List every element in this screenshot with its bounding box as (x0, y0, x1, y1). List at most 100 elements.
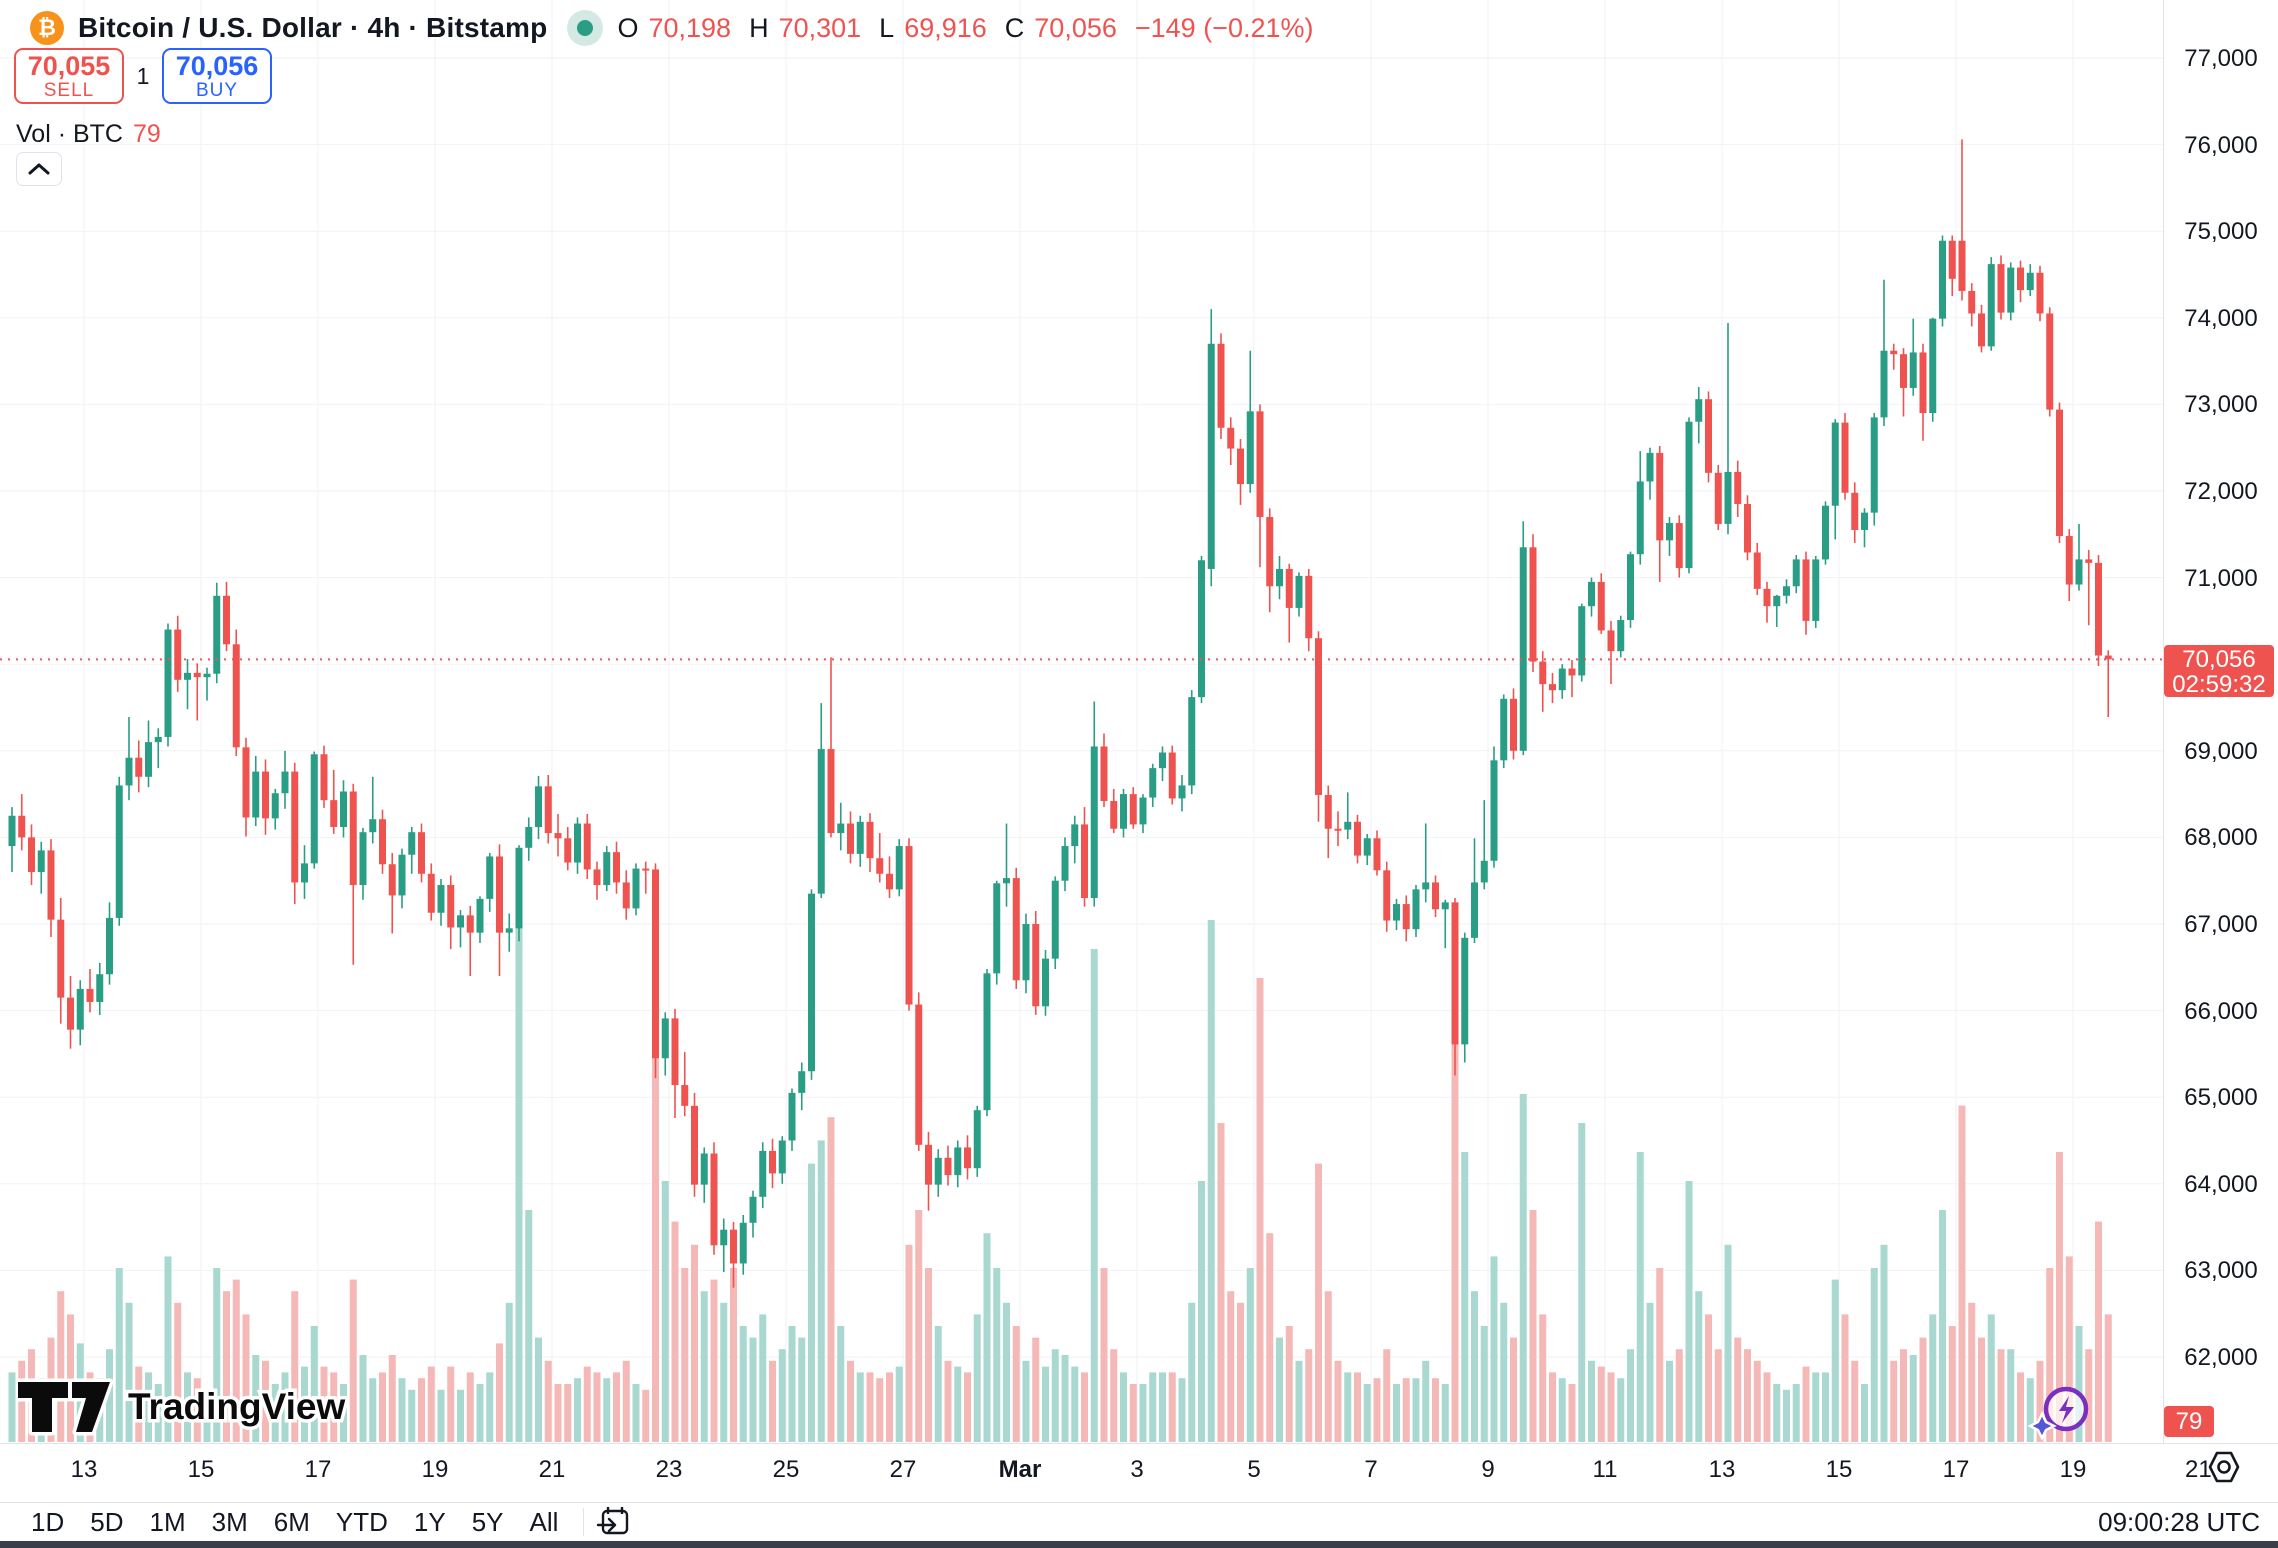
volume-bar (408, 1389, 416, 1442)
volume-bar (1188, 1302, 1196, 1442)
candle-body (817, 749, 825, 894)
candle-body (954, 1147, 962, 1176)
price-axis-label: 72,000 (2184, 478, 2258, 505)
volume-bar (457, 1389, 464, 1442)
candle-body (837, 823, 845, 834)
candle-body (145, 742, 152, 777)
range-button-all[interactable]: All (529, 1506, 559, 1537)
toolbar-divider (583, 1508, 585, 1536)
utc-clock[interactable]: 09:00:28 UTC (2098, 1506, 2260, 1537)
price-axis-label: 67,000 (2184, 911, 2258, 938)
candle-body (1812, 559, 1820, 621)
volume-bar (184, 1372, 191, 1442)
range-button-6m[interactable]: 6M (273, 1506, 310, 1537)
volume-bar (1831, 1279, 1839, 1442)
candle-body (1266, 516, 1274, 587)
volume-bar (1539, 1314, 1547, 1442)
candle-body (847, 823, 854, 854)
volume-bar (544, 1360, 552, 1442)
volume-study-row[interactable]: Vol · BTC 79 (16, 120, 161, 149)
volume-bar (505, 1302, 513, 1442)
candle-body (408, 832, 416, 855)
volume-bar (1246, 1268, 1254, 1442)
candle-body (1285, 568, 1293, 608)
price-axis-label: 75,000 (2184, 218, 2258, 246)
volume-bar (525, 1210, 533, 1442)
volume-bar (1071, 1366, 1079, 1442)
volume-bar (271, 1384, 279, 1442)
candle-body (788, 1092, 796, 1141)
candle-body (1149, 768, 1157, 798)
symbol-title[interactable]: Bitcoin / U.S. Dollar · 4h · Bitstamp (78, 12, 548, 43)
candle-body (1549, 684, 1556, 691)
volume-bar (1529, 1210, 1537, 1442)
candle-body (359, 832, 367, 886)
candle-body (603, 852, 611, 886)
volume-bar (1090, 949, 1098, 1442)
price-axis-label: 77,000 (2184, 45, 2258, 72)
volume-bar (1958, 1105, 1966, 1442)
market-status-icon[interactable] (567, 10, 604, 46)
candle-body (759, 1150, 767, 1197)
sell-button[interactable]: 70,055 SELL (14, 48, 124, 104)
boost-button[interactable] (2027, 1384, 2092, 1447)
range-button-3m[interactable]: 3M (211, 1506, 248, 1537)
candle-body (749, 1196, 757, 1223)
volume-bar (535, 1337, 542, 1442)
collapse-panel-button[interactable] (16, 152, 62, 186)
buy-button[interactable]: 70,056 BUY (162, 48, 272, 104)
volume-bar (1822, 1372, 1829, 1442)
volume-bar (1042, 1366, 1049, 1442)
candle-body (1636, 481, 1644, 555)
candle-body (1480, 860, 1488, 883)
range-button-1y[interactable]: 1Y (413, 1506, 446, 1537)
time-axis-label: 21 (2185, 1456, 2211, 1483)
range-button-5d[interactable]: 5D (90, 1506, 124, 1537)
volume-bar (1295, 1360, 1303, 1442)
candle-body (1695, 399, 1703, 422)
axis-settings-button[interactable] (2206, 1450, 2242, 1489)
volume-bar (1997, 1349, 2005, 1442)
price-axis[interactable]: 77,000 76,000 75,000 74,000 73,000 72,000 71,0… (2163, 0, 2278, 1443)
time-axis[interactable]: 13 15 17 19 21 23 25 27 Mar 3 5 7 9 11 13 15 17 19 21 (0, 1443, 2278, 1502)
range-button-5y[interactable]: 5Y (471, 1506, 504, 1537)
volume-bar (154, 1384, 162, 1442)
candle-body (525, 827, 533, 848)
volume-bar (2104, 1314, 2112, 1442)
candle-body (866, 821, 874, 859)
range-button-1d[interactable]: 1D (31, 1506, 65, 1537)
volume-bar (1900, 1349, 1907, 1442)
candle-body (1207, 343, 1215, 569)
candle-body (1363, 838, 1371, 856)
candle-body (1646, 452, 1654, 482)
time-axis-label: 17 (1942, 1456, 1970, 1483)
volume-bar (398, 1378, 406, 1442)
volume-bar (115, 1268, 123, 1442)
candle-body (330, 800, 338, 828)
range-button-ytd[interactable]: YTD (335, 1506, 388, 1537)
volume-bar (1022, 1360, 1030, 1442)
candle-body (1451, 902, 1459, 1045)
candle-body (1929, 318, 1937, 414)
time-axis-label: 27 (889, 1456, 917, 1483)
candle-body (1997, 264, 2005, 313)
volume-bar (1120, 1372, 1127, 1442)
volume-bar (1851, 1360, 1859, 1442)
volume-bar (57, 1291, 65, 1442)
volume-bar (652, 1024, 659, 1442)
go-to-date-button[interactable] (596, 1504, 632, 1540)
candle-body (174, 629, 182, 680)
volume-bar (1012, 1326, 1020, 1442)
volume-bar (1344, 1372, 1352, 1442)
volume-bar (603, 1378, 611, 1442)
candle-body (1851, 492, 1859, 530)
volume-bar (759, 1314, 767, 1442)
candle-body (934, 1157, 942, 1185)
volume-bar (1656, 1268, 1664, 1442)
candle-body (125, 757, 133, 786)
volume-bar (1734, 1337, 1742, 1442)
candle-body (1432, 882, 1439, 910)
range-button-1m[interactable]: 1M (149, 1506, 186, 1537)
candle-body (1987, 264, 1995, 347)
